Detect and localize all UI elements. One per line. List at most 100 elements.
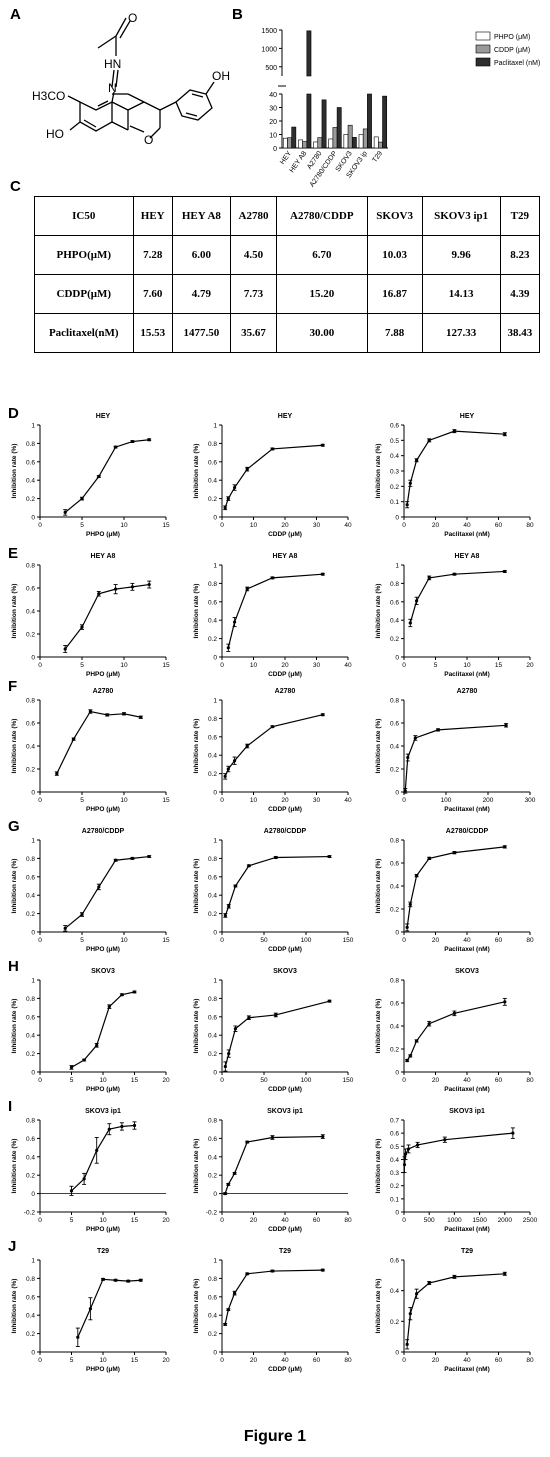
methoxy-label: H3CO: [32, 89, 65, 103]
data-point: [223, 1322, 227, 1326]
x-tick-label: 60: [313, 1217, 321, 1224]
x-tick-label: 0: [402, 522, 406, 529]
line-chart-g-2: A2780/CDDP 0 50 100 150 0 0.2 0.4 0.6 0.8 1 CDDP (μ…: [193, 828, 354, 953]
bar: [382, 95, 388, 149]
y-tick-label: 0.4: [390, 884, 399, 891]
y-tick-label: 0.2: [390, 767, 399, 774]
data-point: [147, 582, 151, 587]
chart-title: A2780: [275, 688, 296, 695]
y-axis-label: Inhibition rate (%): [193, 999, 200, 1054]
y-tick-label: 0.4: [208, 1033, 217, 1040]
y-tick-label: 0.6: [208, 1136, 217, 1143]
data-point: [88, 1307, 92, 1311]
data-point: [226, 767, 230, 771]
y-tick-label: 0.8: [26, 698, 35, 705]
table-cell: 15.53: [132, 313, 173, 353]
data-point: [408, 621, 412, 625]
x-axis-label: Paclitaxel (nM): [444, 1226, 490, 1233]
line-chart-f-3: A2780 0 100 200 300 0 0.2 0.4 0.6 0.8 Paclitaxel (…: [375, 688, 536, 813]
chart-title: SKOV3 ip1: [85, 1108, 121, 1115]
x-tick-label: 20: [281, 797, 289, 804]
y-tick-label: 0: [395, 1210, 399, 1217]
data-point: [114, 445, 118, 449]
table-header: SKOV3 ip1: [421, 196, 501, 236]
y-tick-label: 0: [31, 1350, 35, 1357]
line-chart-h-3: SKOV3 0 20 40 60 80 0 0.2 0.4 0.6 0.8 Paclitaxel (n…: [375, 968, 534, 1093]
data-point: [270, 725, 274, 729]
y-axis-label: Inhibition rate (%): [193, 1279, 200, 1334]
x-tick-label: 1000: [447, 1217, 462, 1224]
chart-title: HEY A8: [91, 553, 116, 560]
x-tick-label: 0: [38, 1357, 42, 1364]
y-tick-label: 1: [213, 698, 217, 705]
data-point: [97, 885, 101, 889]
data-point: [97, 474, 101, 479]
y-tick-label: 1: [31, 978, 35, 985]
chart-title: A2780/CDDP: [446, 828, 489, 835]
x-tick-label: 0: [402, 937, 406, 944]
chart-title: T29: [461, 1248, 473, 1255]
chart-title: SKOV3 ip1: [449, 1108, 485, 1115]
chemical-structure: O HN N OH H3CO HO O: [32, 11, 230, 147]
x-tick-label: 5: [80, 797, 84, 804]
y-tick-label: 0.4: [390, 618, 399, 625]
y-tick-label: 0.8: [26, 563, 35, 570]
table-cell: Paclitaxel(nM): [34, 313, 134, 353]
y-tick-label: 10: [269, 133, 277, 140]
panel-label-c: C: [10, 178, 21, 195]
y-tick-label: 1000: [261, 46, 277, 53]
y-tick-label: 0.5: [390, 438, 399, 445]
y-axis-label: Inhibition rate (%): [193, 584, 200, 639]
x-tick-label: 150: [343, 937, 354, 944]
data-point: [223, 913, 227, 918]
y-axis-label: Inhibition rate (%): [375, 1279, 382, 1334]
x-axis-label: PHPO (μM): [86, 671, 120, 678]
y-tick-label: 1: [213, 423, 217, 430]
y-tick-label: 0: [213, 1070, 217, 1077]
bar: [347, 124, 353, 149]
x-tick-label: 60: [495, 522, 503, 529]
x-tick-label: 100: [441, 797, 452, 804]
data-point: [415, 1039, 419, 1043]
y-tick-label: 0.8: [390, 698, 399, 705]
data-point: [63, 647, 67, 651]
legend-label: Paclitaxel (nM): [494, 60, 540, 67]
y-tick-label: 0.2: [208, 771, 217, 778]
y-axis-label: Inhibition rate (%): [193, 859, 200, 914]
x-tick-label: 80: [526, 937, 534, 944]
x-tick-label: 20: [432, 937, 440, 944]
x-axis-label: CDDP (μM): [268, 946, 302, 953]
data-point: [132, 990, 137, 994]
data-point: [95, 1043, 99, 1047]
y-tick-label: 0.6: [390, 1001, 399, 1008]
y-tick-label: 0: [395, 790, 399, 797]
y-tick-label: 0.6: [208, 1294, 217, 1301]
data-point: [270, 576, 274, 580]
y-tick-label: -0.2: [24, 1210, 36, 1217]
y-tick-label: 0.6: [390, 423, 399, 430]
y-tick-label: 0.4: [208, 1154, 217, 1161]
y-tick-label: 0.8: [208, 1276, 217, 1283]
data-line: [64, 855, 150, 929]
table-row: PHPO(μM) 7.28 6.00 4.50 6.70 10.03 9.96 …: [34, 235, 541, 275]
data-point: [436, 728, 440, 732]
x-tick-label: 100: [301, 937, 312, 944]
data-point: [503, 432, 507, 436]
y-axis-label: Inhibition rate (%): [193, 1139, 200, 1194]
y-tick-label: 0: [213, 930, 217, 937]
y-tick-label: 0: [395, 930, 399, 937]
y-tick-label: 1: [213, 838, 217, 845]
chart-title: HEY: [460, 413, 475, 420]
panel-label-e: E: [8, 545, 19, 562]
y-tick-label: 0.6: [208, 1014, 217, 1021]
table-cell: 16.87: [366, 274, 423, 314]
data-point: [233, 759, 237, 763]
x-tick-label: 40: [281, 1217, 289, 1224]
data-point: [80, 625, 84, 629]
carbonyl-oxygen-label: O: [128, 11, 137, 25]
x-tick-label: 15: [131, 1217, 139, 1224]
chart-title: HEY A8: [455, 553, 480, 560]
x-tick-label: 40: [463, 1077, 471, 1084]
y-tick-label: 0.2: [26, 496, 35, 503]
data-point: [427, 856, 431, 861]
